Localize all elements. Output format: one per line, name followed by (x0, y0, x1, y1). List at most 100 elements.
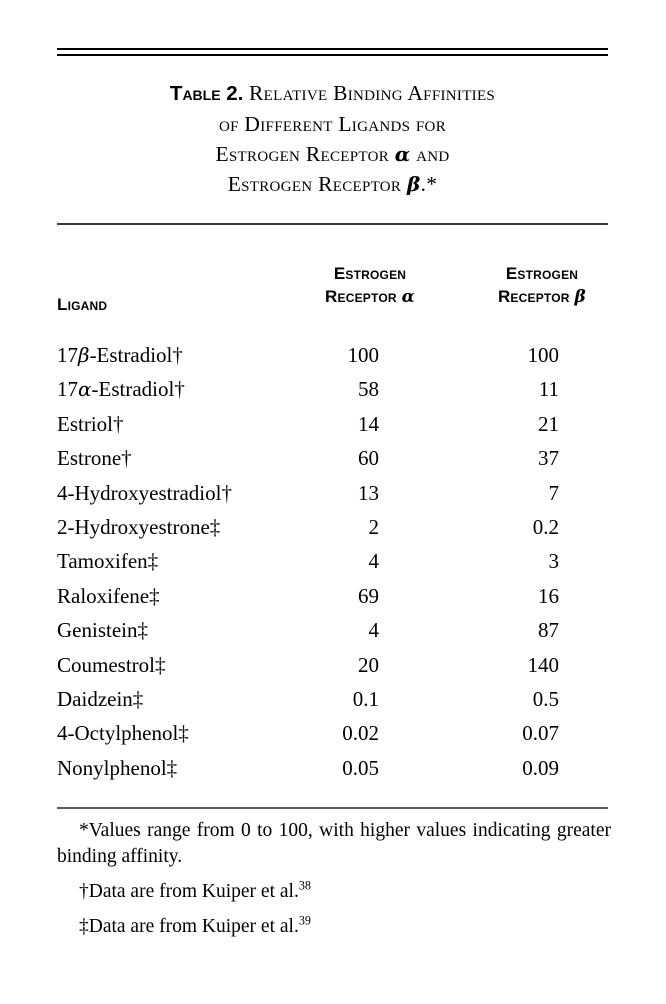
beta-symbol: β (78, 343, 90, 367)
footnote-dagger: †Data are from Kuiper et al.38 (57, 879, 611, 905)
table-row: Tamoxifen‡ 4 3 (57, 546, 608, 580)
beta-symbol: β (574, 287, 587, 307)
cell-ligand-name: Tamoxifen‡ (57, 546, 158, 576)
cell-value-receptor-alpha: 0.02 (342, 721, 379, 746)
cell-ligand-name: 4-Octylphenol‡ (57, 718, 189, 748)
cell-ligand-name: Estriol† (57, 409, 124, 439)
cell-value-receptor-alpha: 0.05 (342, 755, 379, 780)
cell-value-receptor-alpha: 69 (358, 583, 379, 608)
table-title-line-3-post: and (416, 142, 450, 166)
column-header-estrogen-receptor-alpha: Estrogen Receptor α (305, 262, 435, 309)
table-title-line-4: Estrogen Receptor β.* (57, 169, 608, 199)
cell-value-receptor-alpha: 100 (347, 343, 380, 367)
ligand-name-prefix: Raloxifene‡ (57, 583, 160, 608)
cell-ligand-name: Nonylphenol‡ (57, 753, 177, 783)
footnote-dagger-reference: 38 (298, 878, 311, 893)
top-rule-line-1 (57, 48, 608, 50)
cell-value-receptor-alpha: 14 (358, 411, 379, 436)
cell-ligand-name: 2-Hydroxyestrone‡ (57, 512, 220, 542)
cell-value-receptor-beta: 0.09 (522, 755, 559, 780)
footnote-double-dagger-text: ‡Data are from Kuiper et al. (79, 916, 299, 937)
ligand-name-suffix: -Estradiol† (91, 377, 185, 402)
cell-value-receptor-beta: 0.5 (532, 686, 559, 711)
cell-value-receptor-beta: 16 (538, 583, 559, 608)
table-body: 17β-Estradiol† 100 100 17α-Estradiol† 58 11 Es… (57, 340, 608, 787)
column-header-alpha-line-1: Estrogen (333, 264, 407, 283)
table-row: Daidzein‡ 0.1 0.5 (57, 684, 608, 718)
ligand-name-prefix: Coumestrol‡ (57, 652, 166, 677)
cell-value-receptor-alpha: 58 (358, 377, 379, 402)
alpha-symbol: α (394, 142, 411, 166)
footnote-double-dagger: ‡Data are from Kuiper et al.39 (57, 914, 611, 940)
ligand-name-prefix: 17 (57, 343, 78, 367)
ligand-name-suffix: -Estradiol† (89, 343, 183, 367)
table-title-line-1: Table 2. Relative Binding Affinities (57, 78, 608, 109)
body-bottom-rule (57, 807, 608, 809)
table-row: Estrone† 60 37 (57, 443, 608, 477)
cell-ligand-name: 17α-Estradiol† (57, 374, 185, 404)
table-row: Raloxifene‡ 69 16 (57, 581, 608, 615)
ligand-name-prefix: 4-Octylphenol‡ (57, 721, 189, 746)
cell-ligand-name: 17β-Estradiol† (57, 340, 183, 370)
ligand-name-prefix: Estriol† (57, 411, 124, 436)
cell-value-receptor-alpha: 60 (358, 446, 379, 471)
ligand-name-prefix: 2-Hydroxyestrone‡ (57, 514, 221, 539)
table-title-line-1-rest: Relative Binding Affinities (249, 81, 496, 105)
table-row: 4-Hydroxyestradiol† 13 7 (57, 478, 608, 512)
table-title-line-4-pre: Estrogen Receptor (227, 172, 402, 196)
title-bottom-rule (57, 223, 608, 225)
cell-ligand-name: 4-Hydroxyestradiol† (57, 478, 232, 508)
table-row: Coumestrol‡ 20 140 (57, 650, 608, 684)
column-header-ligand: Ligand (57, 295, 108, 314)
column-header-beta-line-2: Receptor (497, 287, 570, 306)
cell-ligand-name: Raloxifene‡ (57, 581, 160, 611)
cell-value-receptor-beta: 11 (538, 377, 559, 402)
cell-value-receptor-alpha: 13 (358, 480, 379, 505)
table-number-label: Table 2. (169, 82, 244, 105)
table-header-row: Ligand Estrogen Receptor α Estrogen Rece… (57, 262, 608, 320)
ligand-name-prefix: Tamoxifen‡ (57, 549, 159, 574)
ligand-name-prefix: Genistein‡ (57, 618, 148, 643)
footnote-double-dagger-reference: 39 (298, 913, 311, 928)
ligand-name-prefix: 17 (57, 377, 78, 402)
ligand-name-prefix: 4-Hydroxyestradiol† (57, 480, 232, 505)
cell-ligand-name: Estrone† (57, 443, 132, 473)
cell-value-receptor-beta: 87 (538, 618, 559, 643)
ligand-name-prefix: Daidzein‡ (57, 686, 144, 711)
column-header-alpha-line-2: Receptor (325, 287, 397, 306)
cell-value-receptor-alpha: 4 (368, 618, 380, 643)
table-title-footnote-marker: .* (420, 172, 438, 196)
cell-value-receptor-beta: 140 (527, 652, 560, 677)
cell-value-receptor-beta: 0.2 (532, 514, 559, 539)
table-row: 17β-Estradiol† 100 100 (57, 340, 608, 374)
beta-symbol: β (406, 172, 421, 196)
table-row: Genistein‡ 4 87 (57, 615, 608, 649)
cell-value-receptor-beta: 0.07 (522, 721, 559, 746)
table-row: Nonylphenol‡ 0.05 0.09 (57, 753, 608, 787)
table-row: Estriol† 14 21 (57, 409, 608, 443)
cell-value-receptor-beta: 100 (527, 343, 560, 367)
alpha-symbol: α (401, 287, 415, 307)
table-title-line-3: Estrogen Receptor α and (57, 139, 608, 169)
table-row: 2-Hydroxyestrone‡ 2 0.2 (57, 512, 608, 546)
alpha-symbol: α (78, 377, 92, 402)
column-header-estrogen-receptor-beta: Estrogen Receptor β (477, 262, 607, 309)
footnote-dagger-text: †Data are from Kuiper et al. (79, 881, 299, 902)
cell-value-receptor-alpha: 4 (368, 549, 380, 574)
column-header-beta-line-1: Estrogen (505, 264, 579, 283)
cell-value-receptor-alpha: 20 (358, 652, 379, 677)
top-double-rule (57, 48, 608, 56)
cell-value-receptor-beta: 37 (538, 446, 559, 471)
table-footnotes: *Values range from 0 to 100, with higher… (57, 818, 611, 940)
footnote-asterisk: *Values range from 0 to 100, with higher… (57, 820, 611, 867)
cell-ligand-name: Daidzein‡ (57, 684, 143, 714)
ligand-name-prefix: Nonylphenol‡ (57, 755, 178, 780)
cell-value-receptor-beta: 7 (548, 480, 560, 505)
table-row: 17α-Estradiol† 58 11 (57, 374, 608, 408)
table-row: 4-Octylphenol‡ 0.02 0.07 (57, 718, 608, 752)
cell-ligand-name: Genistein‡ (57, 615, 148, 645)
top-rule-line-2 (57, 54, 608, 56)
table-title-line-3-pre: Estrogen Receptor (215, 142, 390, 166)
table-title-line-2: of Different Ligands for (218, 112, 446, 136)
